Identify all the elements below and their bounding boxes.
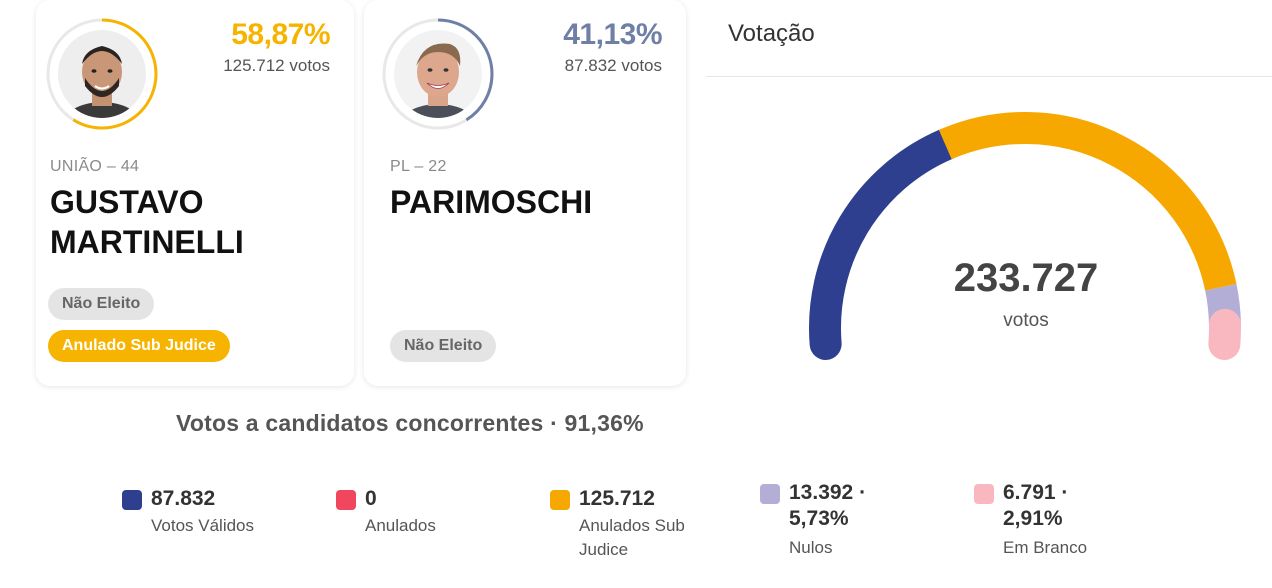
gauge-segment xyxy=(938,112,1237,291)
legend-value-line: 5,73% xyxy=(789,507,849,530)
legend-value: 6.791 · 2,91% xyxy=(1003,480,1068,532)
legend-value: 125.712 xyxy=(579,487,655,510)
candidate-name: PARIMOSCHI xyxy=(390,182,592,222)
status-badge-sub-judice: Anulado Sub Judice xyxy=(48,330,230,362)
legend-label: Votos Válidos xyxy=(151,516,255,535)
vote-share-ring xyxy=(382,18,494,130)
candidate-avatar xyxy=(44,16,160,132)
legend-value-line: 2,91% xyxy=(1003,507,1063,530)
legend-swatch xyxy=(760,484,780,504)
vote-gauge-chart xyxy=(809,112,1241,360)
vote-share-ring xyxy=(46,18,158,130)
candidate-name-line: GUSTAVO xyxy=(50,184,204,220)
gauge-segment xyxy=(1208,308,1241,360)
legend-swatch xyxy=(974,484,994,504)
legend-label: Anulados Sub Judice xyxy=(579,514,685,562)
legend-label: Em Branco xyxy=(1003,538,1088,557)
legend-swatch xyxy=(550,490,570,510)
total-votes: 233.727 xyxy=(953,256,1099,300)
status-badge-nao-eleito: Não Eleito xyxy=(48,288,155,320)
voting-title: Votação xyxy=(728,20,815,47)
concurrent-votes-summary: Votos a candidatos concorrentes · 91,36% xyxy=(176,410,644,436)
candidate-card-parimoschi[interactable]: 41,13% 87.832 votos PL – 22 PARIMOSCHI N… xyxy=(364,0,686,386)
legend-label: Nulos xyxy=(789,538,833,557)
legend-value: 0 xyxy=(365,487,377,510)
candidate-avatar xyxy=(380,16,496,132)
vote-percentage: 41,13% xyxy=(563,18,662,51)
legend-label-line: Anulados Sub xyxy=(579,516,685,535)
candidate-name: GUSTAVO MARTINELLI xyxy=(50,182,244,262)
legend-value-line: 13.392 · xyxy=(789,481,867,504)
vote-percentage: 58,87% xyxy=(231,18,330,51)
legend-label-line: Judice xyxy=(579,540,629,559)
vote-count: 87.832 votos xyxy=(564,56,662,75)
legend-value-line: 6.791 · xyxy=(1003,481,1069,504)
legend-label: Anulados xyxy=(365,516,436,535)
legend-swatch xyxy=(122,490,142,510)
vote-count: 125.712 votos xyxy=(223,56,330,75)
status-badge-nao-eleito: Não Eleito xyxy=(390,330,497,362)
party-number: UNIÃO – 44 xyxy=(50,158,140,175)
party-number: PL – 22 xyxy=(390,158,447,175)
legend-value: 13.392 · 5,73% xyxy=(789,480,866,532)
gauge-segment xyxy=(809,128,962,360)
total-votes-label: votos xyxy=(1003,310,1049,331)
candidate-card-martinelli[interactable]: 58,87% 125.712 votos UNIÃO – 44 GUSTAVO … xyxy=(36,0,354,386)
candidate-name-line: PARIMOSCHI xyxy=(390,184,593,220)
portrait-image xyxy=(394,30,482,118)
divider xyxy=(706,76,1272,77)
candidate-name-line: MARTINELLI xyxy=(50,224,244,260)
legend-swatch xyxy=(336,490,356,510)
portrait-image xyxy=(58,30,146,118)
legend-value: 87.832 xyxy=(151,487,216,510)
